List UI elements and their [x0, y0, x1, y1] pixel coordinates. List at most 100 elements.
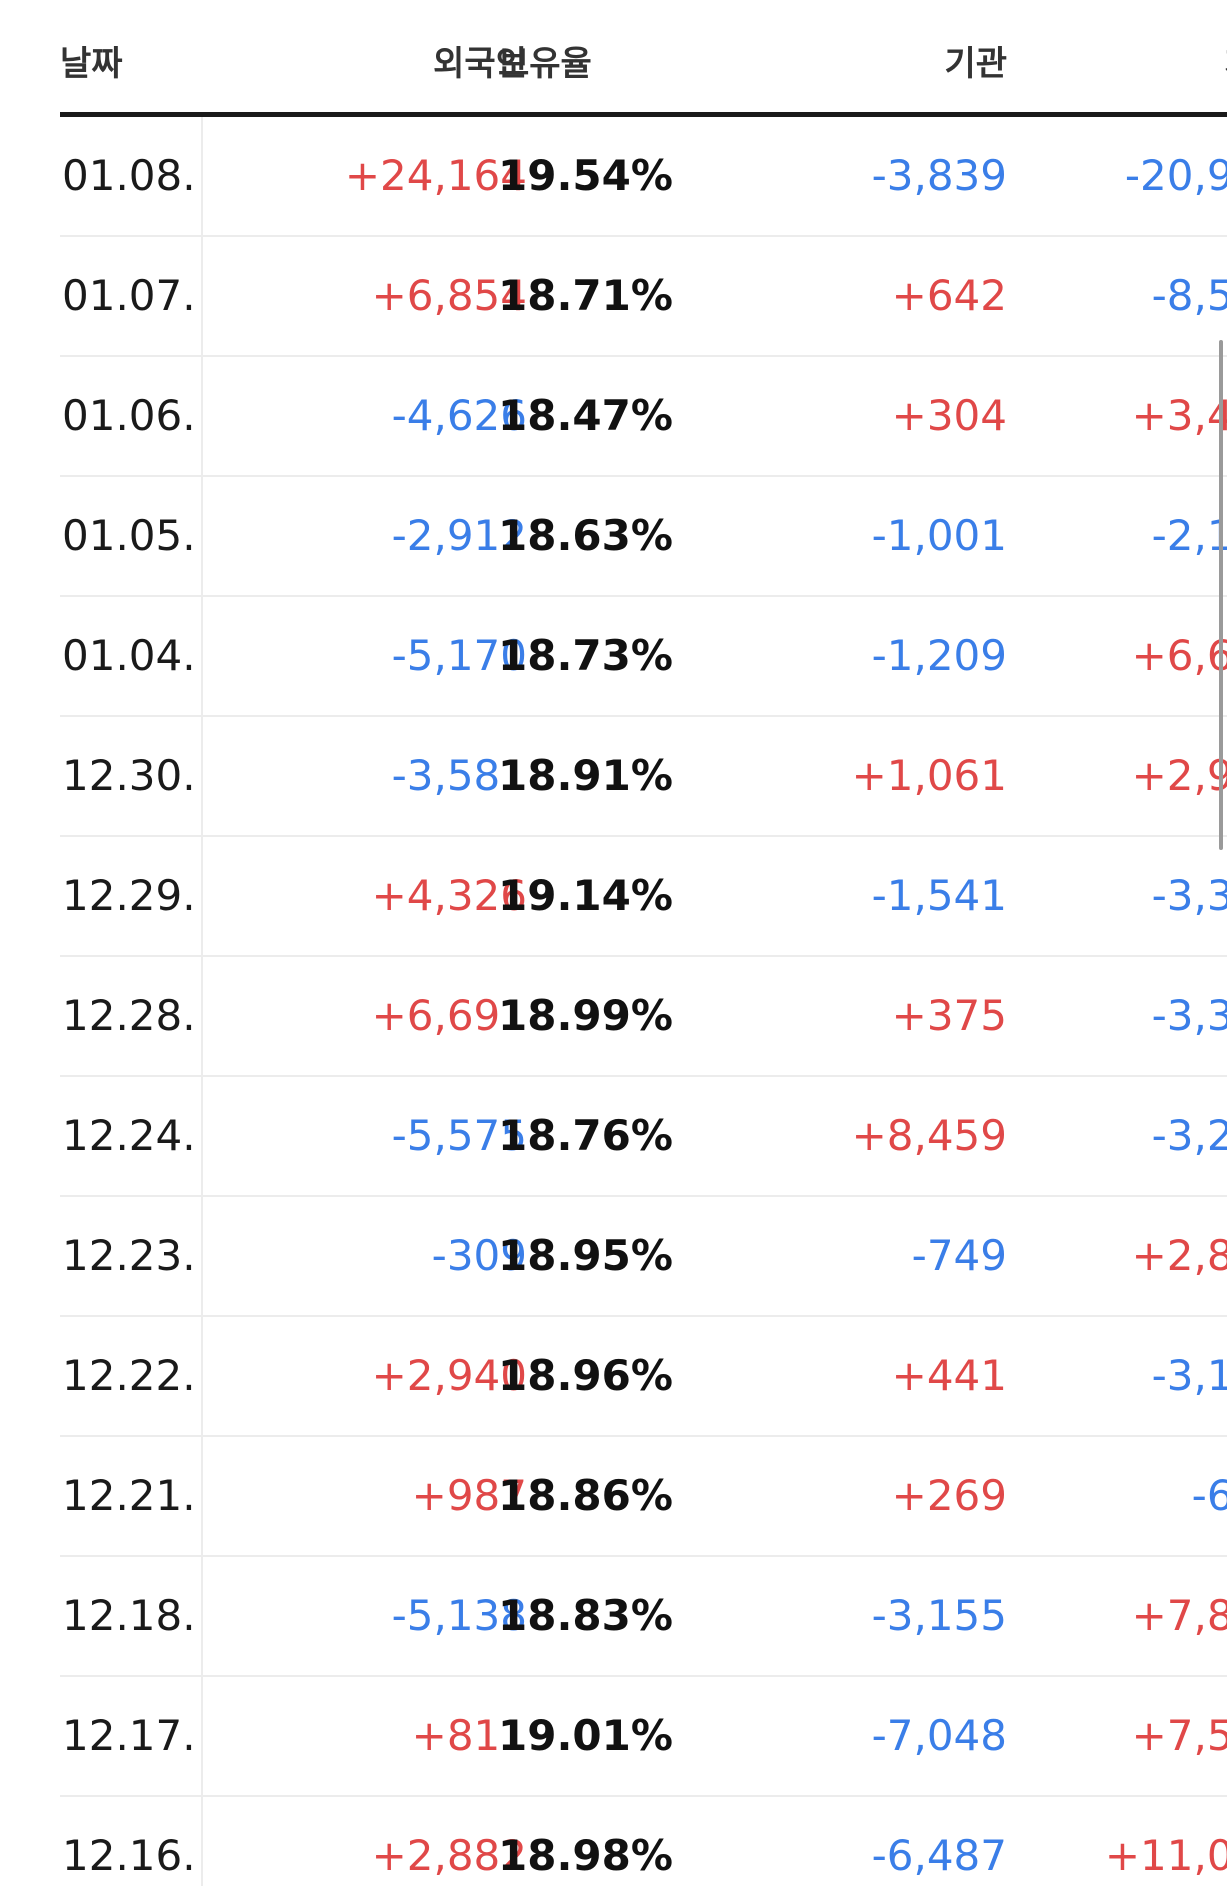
cell-individual: -20,980 — [1124, 151, 1227, 200]
cell-holding-ratio: 18.63% — [498, 511, 673, 560]
cell-holding-ratio: 18.71% — [498, 271, 673, 320]
cell-individual: +7,828 — [1131, 1591, 1227, 1640]
cell-date: 01.06. — [62, 391, 196, 440]
cell-individual: -3,290 — [1151, 1111, 1227, 1160]
cell-date: 12.29. — [62, 871, 196, 920]
cell-holding-ratio: 18.91% — [498, 751, 673, 800]
column-divider — [201, 117, 203, 235]
cell-institution: +375 — [891, 991, 1007, 1040]
cell-date: 12.22. — [62, 1351, 196, 1400]
cell-date: 12.23. — [62, 1231, 196, 1280]
cell-date: 12.30. — [62, 751, 196, 800]
cell-holding-ratio: 19.54% — [498, 151, 673, 200]
column-divider — [201, 1077, 203, 1195]
cell-institution: -749 — [911, 1231, 1007, 1280]
column-divider — [201, 717, 203, 835]
cell-foreign: -4,626 — [391, 391, 527, 440]
column-divider — [201, 237, 203, 355]
cell-foreign: +987 — [411, 1471, 527, 1520]
cell-holding-ratio: 19.01% — [498, 1711, 673, 1760]
cell-individual: +7,588 — [1131, 1711, 1227, 1760]
cell-foreign: +24,164 — [344, 151, 527, 200]
column-divider — [201, 1797, 203, 1886]
column-divider — [201, 1197, 203, 1315]
cell-individual: -2,131 — [1151, 511, 1227, 560]
header-holding-ratio[interactable]: 보유율 — [498, 44, 592, 84]
cell-individual: -8,567 — [1151, 271, 1227, 320]
cell-foreign: +6,691 — [371, 991, 527, 1040]
column-divider — [201, 1437, 203, 1555]
cell-institution: +8,459 — [851, 1111, 1007, 1160]
header-date[interactable]: 날짜 — [60, 44, 123, 84]
scrollbar[interactable] — [1219, 340, 1223, 850]
cell-date: 01.07. — [62, 271, 196, 320]
cell-individual: +11,061 — [1104, 1831, 1227, 1880]
cell-individual: +3,487 — [1131, 391, 1227, 440]
column-divider — [201, 597, 203, 715]
column-divider — [201, 957, 203, 1075]
cell-institution: +1,061 — [851, 751, 1007, 800]
cell-institution: +441 — [891, 1351, 1007, 1400]
cell-foreign: -2,912 — [391, 511, 527, 560]
cell-foreign: +4,326 — [371, 871, 527, 920]
cell-foreign: +811 — [411, 1711, 527, 1760]
column-divider — [201, 357, 203, 475]
cell-individual: +6,619 — [1131, 631, 1227, 680]
cell-institution: +642 — [891, 271, 1007, 320]
cell-date: 12.17. — [62, 1711, 196, 1760]
cell-holding-ratio: 18.96% — [498, 1351, 673, 1400]
cell-foreign: +2,882 — [371, 1831, 527, 1880]
column-divider — [201, 1317, 203, 1435]
cell-date: 12.21. — [62, 1471, 196, 1520]
cell-holding-ratio: 18.47% — [498, 391, 673, 440]
cell-date: 12.16. — [62, 1831, 196, 1880]
cell-foreign: -5,138 — [391, 1591, 527, 1640]
cell-individual: -3,147 — [1151, 1351, 1227, 1400]
header-foreign[interactable]: 외국인 — [433, 44, 527, 84]
cell-holding-ratio: 18.76% — [498, 1111, 673, 1160]
cell-foreign: +6,854 — [371, 271, 527, 320]
column-divider — [201, 1557, 203, 1675]
cell-institution: +304 — [891, 391, 1007, 440]
cell-institution: -1,209 — [871, 631, 1007, 680]
cell-holding-ratio: 18.83% — [498, 1591, 673, 1640]
header-institution[interactable]: 기관 — [944, 44, 1007, 84]
cell-individual: -660 — [1191, 1471, 1227, 1520]
cell-foreign: -5,575 — [391, 1111, 527, 1160]
cell-holding-ratio: 18.98% — [498, 1831, 673, 1880]
cell-foreign: -5,170 — [391, 631, 527, 680]
cell-individual: +2,823 — [1131, 1231, 1227, 1280]
cell-holding-ratio: 18.95% — [498, 1231, 673, 1280]
cell-individual: -3,314 — [1151, 991, 1227, 1040]
cell-holding-ratio: 18.99% — [498, 991, 673, 1040]
cell-foreign: -309 — [431, 1231, 527, 1280]
cell-holding-ratio: 19.14% — [498, 871, 673, 920]
cell-date: 01.04. — [62, 631, 196, 680]
cell-institution: -6,487 — [871, 1831, 1007, 1880]
cell-date: 12.24. — [62, 1111, 196, 1160]
column-divider — [201, 1677, 203, 1795]
cell-foreign: -3,581 — [391, 751, 527, 800]
column-divider — [201, 477, 203, 595]
cell-individual: -3,376 — [1151, 871, 1227, 920]
header-individual[interactable]: 개인 — [1224, 36, 1227, 85]
cell-date: 01.05. — [62, 511, 196, 560]
cell-date: 12.18. — [62, 1591, 196, 1640]
